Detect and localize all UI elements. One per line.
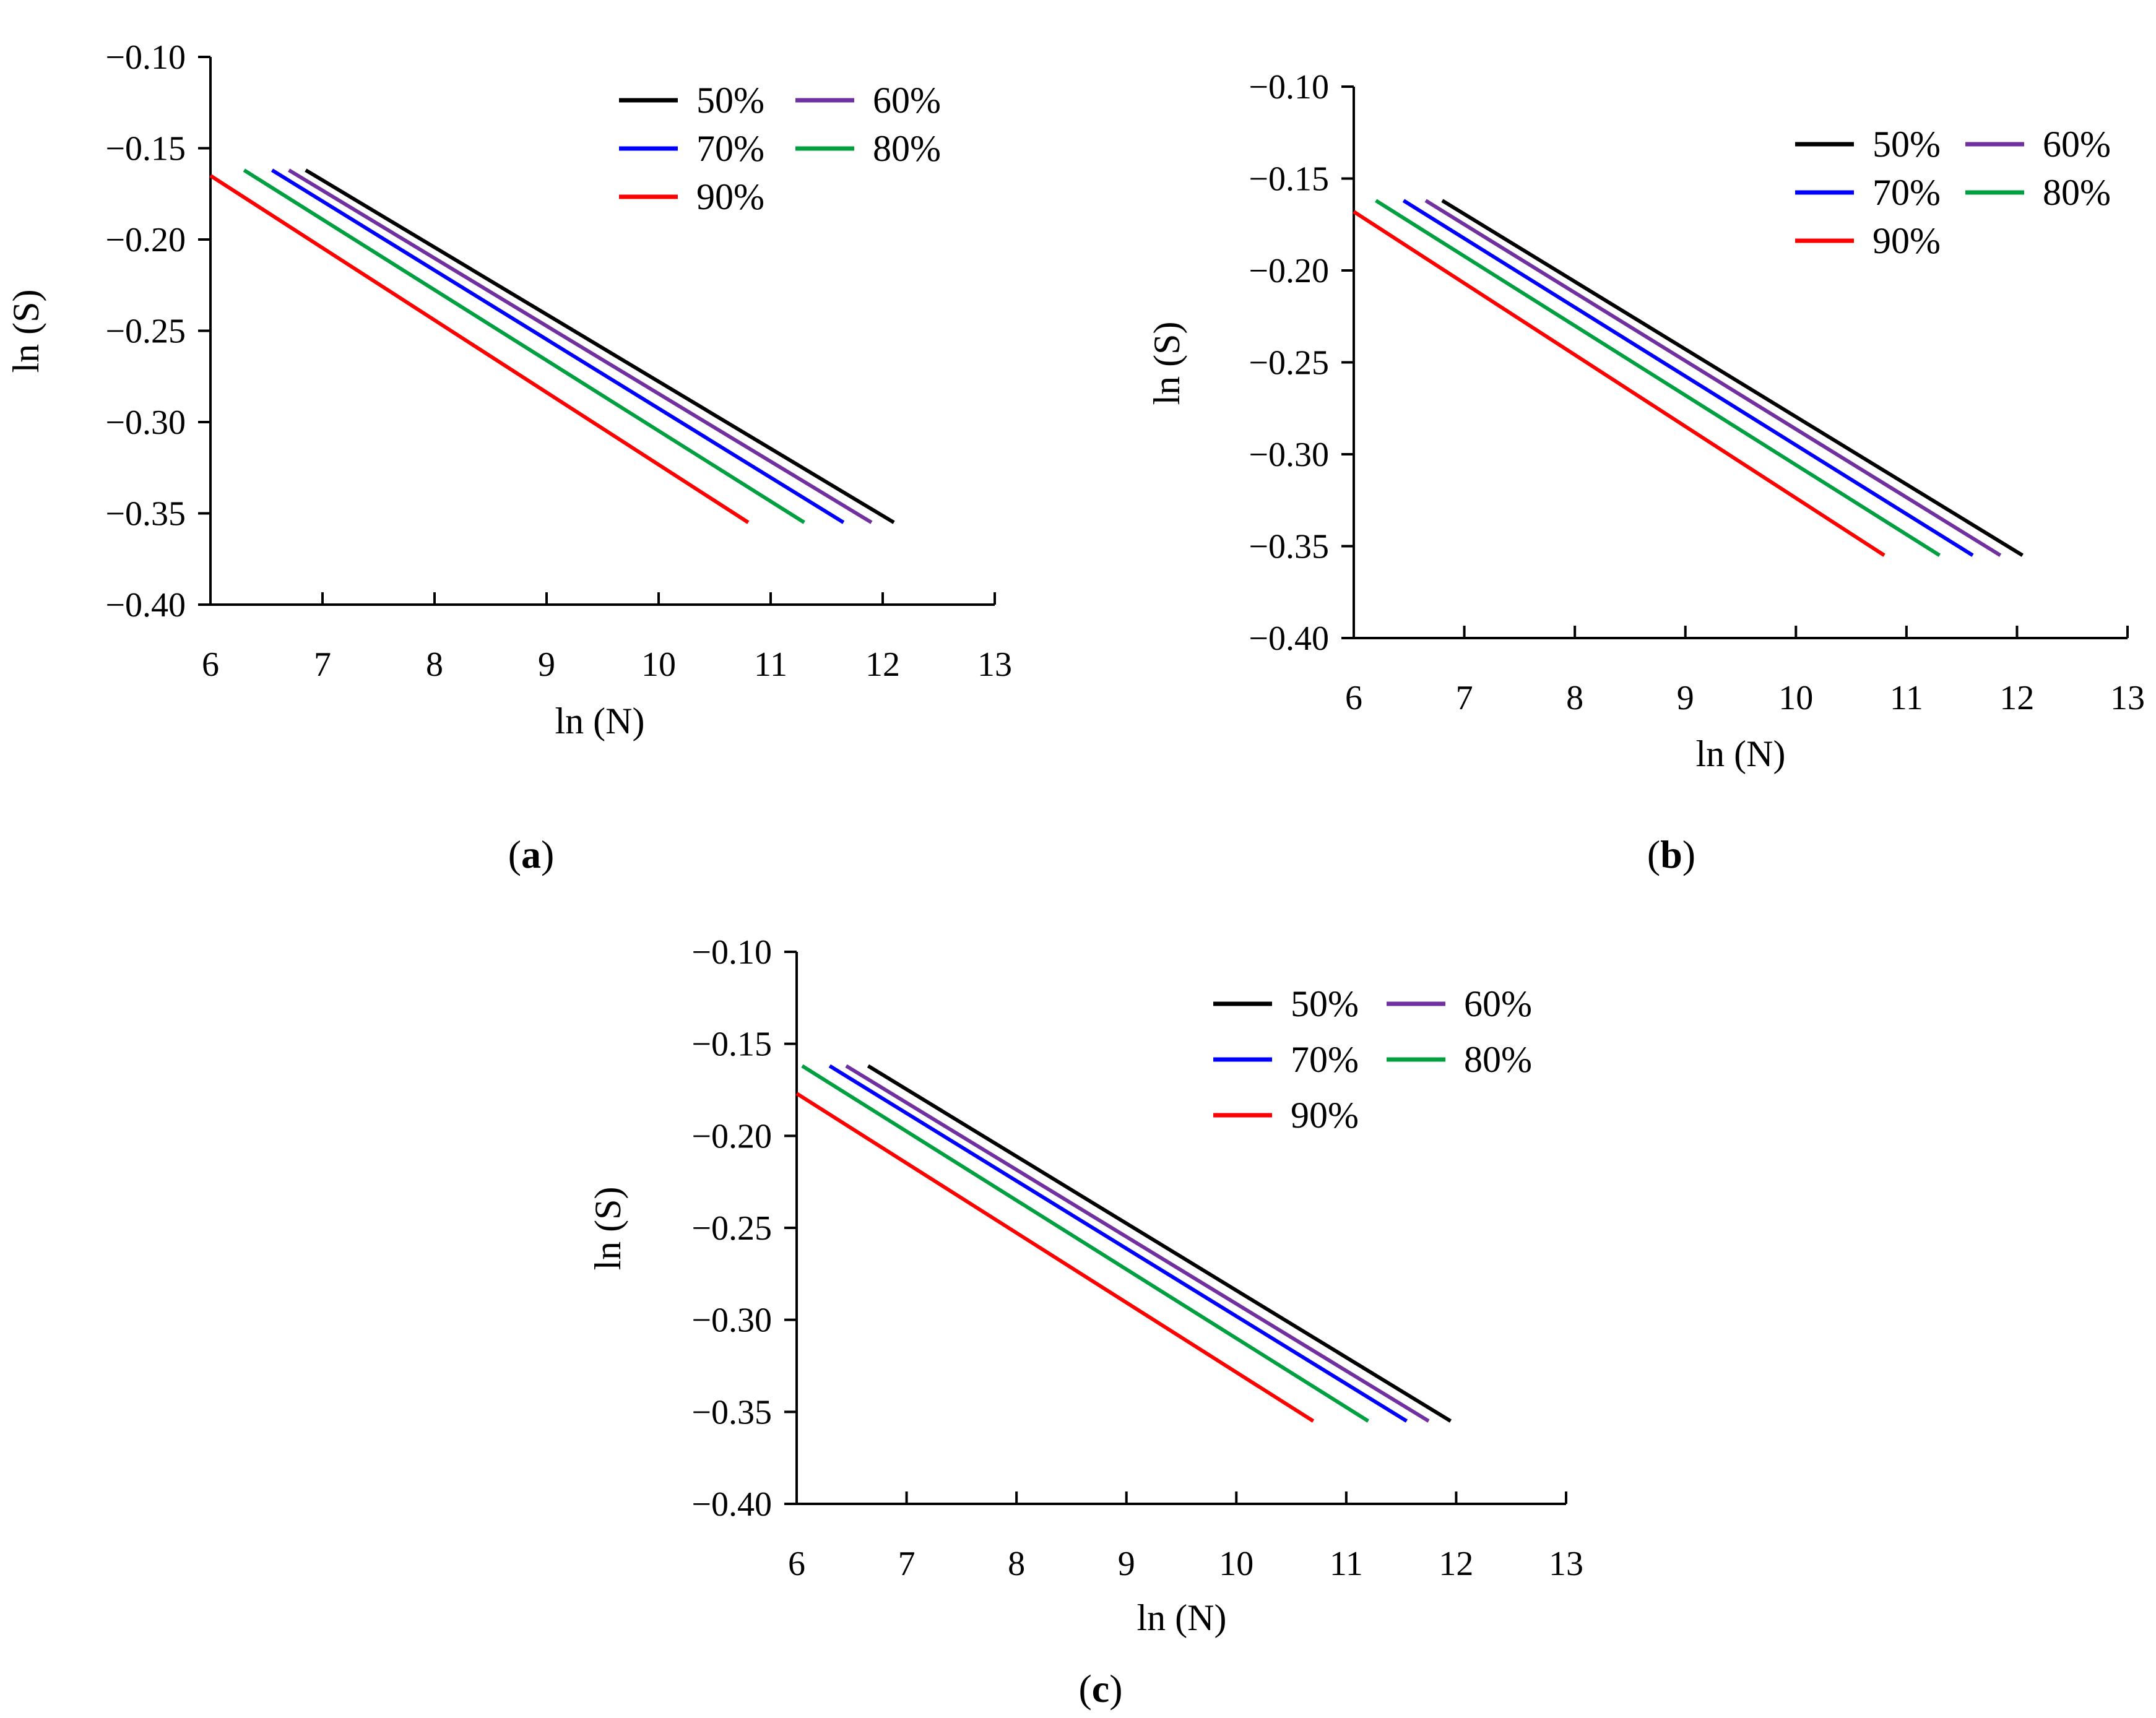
series-line-80pct-c	[801, 1064, 1369, 1423]
x-tick-label-b: 6	[1345, 679, 1362, 717]
x-tick-label-a: 9	[538, 645, 555, 684]
x-tick-label-b: 13	[2110, 679, 2145, 717]
legend-label-90pct-a: 90%	[696, 176, 764, 217]
legend-label-70pct-b: 70%	[1872, 172, 1941, 213]
plot-area-c: −0.10 −0.15 −0.20 −0.25 −0.30 −0.35 −0.40 6 7 8 9 1…	[691, 933, 1583, 1583]
y-tick-label-a: −0.15	[105, 130, 186, 168]
y-axis-label-a: ln (S)	[6, 290, 46, 373]
series-line-50pct-a	[305, 168, 895, 524]
y-tick-label-a: −0.30	[105, 404, 186, 442]
series-line-60pct-b	[1424, 199, 2002, 557]
series-line-80pct-b	[1375, 199, 1941, 557]
x-tick-label-a: 7	[314, 645, 331, 684]
y-tick-label-a: −0.25	[105, 313, 186, 351]
panel-label-c: (c)	[1078, 1667, 1122, 1711]
legend-label-90pct-c: 90%	[1291, 1095, 1359, 1136]
y-tick-label-c: −0.15	[691, 1025, 772, 1064]
y-tick-label-b: −0.15	[1249, 160, 1329, 199]
legend-label-60pct-c: 60%	[1464, 983, 1532, 1024]
series-line-70pct-a	[271, 168, 845, 524]
y-tick-label-c: −0.20	[691, 1117, 772, 1155]
panel-label-b: (b)	[1647, 832, 1695, 876]
legend-label-80pct-b: 80%	[2043, 172, 2111, 213]
x-tick-label-b: 10	[1778, 679, 1813, 717]
legend-label-60pct-a: 60%	[873, 80, 941, 121]
y-tick-label-b: −0.35	[1249, 528, 1329, 566]
plot-area-b: −0.10 −0.15 −0.20 −0.25 −0.30 −0.35 −0.40 6 7 8 9 1…	[1249, 68, 2145, 717]
x-tick-label-c: 6	[788, 1545, 805, 1583]
y-tick-label-b: −0.20	[1249, 252, 1329, 290]
series-line-90pct-c	[795, 1092, 1315, 1423]
y-tick-label-b: −0.30	[1249, 436, 1329, 474]
y-axis-label-c: ln (S)	[587, 1187, 628, 1271]
x-tick-label-a: 10	[641, 645, 676, 684]
y-tick-label-a: −0.10	[105, 38, 186, 77]
x-axis-label-c: ln (N)	[1137, 1597, 1227, 1638]
x-tick-label-c: 12	[1439, 1545, 1473, 1583]
series-line-70pct-b	[1402, 199, 1974, 557]
legend-label-70pct-a: 70%	[696, 128, 764, 169]
legend-label-60pct-b: 60%	[2043, 124, 2111, 165]
y-axis-label-b: ln (S)	[1146, 322, 1187, 405]
x-axis-label-b: ln (N)	[1696, 733, 1786, 774]
y-tick-label-c: −0.10	[691, 933, 772, 972]
legend-label-80pct-a: 80%	[873, 128, 941, 169]
series-line-80pct-a	[243, 168, 805, 524]
series-line-60pct-c	[845, 1064, 1430, 1423]
x-tick-label-a: 6	[202, 645, 219, 684]
x-tick-label-c: 11	[1330, 1545, 1363, 1583]
x-tick-label-b: 7	[1456, 679, 1473, 717]
y-tick-label-a: −0.40	[105, 586, 186, 624]
x-tick-label-a: 13	[977, 645, 1012, 684]
x-tick-label-c: 9	[1118, 1545, 1135, 1583]
x-tick-label-a: 11	[754, 645, 787, 684]
legend-label-80pct-c: 80%	[1464, 1039, 1532, 1080]
x-tick-label-c: 10	[1219, 1545, 1253, 1583]
legend-label-90pct-b: 90%	[1872, 220, 1941, 261]
x-tick-label-a: 8	[426, 645, 443, 684]
y-tick-label-b: −0.10	[1249, 68, 1329, 106]
x-tick-label-c: 7	[898, 1545, 916, 1583]
y-tick-label-a: −0.20	[105, 221, 186, 259]
x-tick-label-a: 12	[865, 645, 900, 684]
chart-panel-a: −0.10 −0.15 −0.20 −0.25 −0.30 −0.35 −0.40 6 7 8 9 1…	[6, 38, 1012, 876]
legend-label-70pct-c: 70%	[1291, 1039, 1359, 1080]
x-tick-label-b: 9	[1677, 679, 1694, 717]
chart-panel-b: −0.10 −0.15 −0.20 −0.25 −0.30 −0.35 −0.40 6 7 8 9 1…	[1146, 68, 2145, 876]
series-line-50pct-c	[867, 1064, 1452, 1423]
panel-label-a: (a)	[508, 832, 555, 876]
y-tick-label-c: −0.25	[691, 1209, 772, 1248]
x-tick-label-b: 11	[1890, 679, 1923, 717]
x-axis-label-a: ln (N)	[555, 701, 645, 741]
series-line-70pct-c	[828, 1064, 1408, 1423]
x-tick-label-c: 8	[1008, 1545, 1025, 1583]
legend-label-50pct-b: 50%	[1872, 124, 1941, 165]
y-tick-label-c: −0.40	[691, 1485, 772, 1524]
y-tick-label-c: −0.35	[691, 1393, 772, 1431]
legend-label-50pct-a: 50%	[696, 80, 764, 121]
y-tick-label-c: −0.30	[691, 1301, 772, 1340]
chart-panel-c: −0.10 −0.15 −0.20 −0.25 −0.30 −0.35 −0.40 6 7 8 9 1…	[587, 933, 1583, 1711]
y-tick-label-b: −0.25	[1249, 344, 1329, 382]
series-line-90pct-a	[209, 174, 750, 524]
series-line-60pct-a	[288, 168, 873, 524]
y-tick-label-b: −0.40	[1249, 619, 1329, 658]
x-tick-label-c: 13	[1549, 1545, 1583, 1583]
y-tick-label-a: −0.35	[105, 495, 186, 533]
series-line-90pct-b	[1353, 210, 1885, 557]
x-tick-label-b: 8	[1566, 679, 1583, 717]
plot-area-a: −0.10 −0.15 −0.20 −0.25 −0.30 −0.35 −0.40 6 7 8 9 1…	[105, 38, 1012, 684]
x-tick-label-b: 12	[1999, 679, 2034, 717]
series-line-50pct-b	[1441, 199, 2024, 557]
legend-label-50pct-c: 50%	[1291, 983, 1359, 1024]
